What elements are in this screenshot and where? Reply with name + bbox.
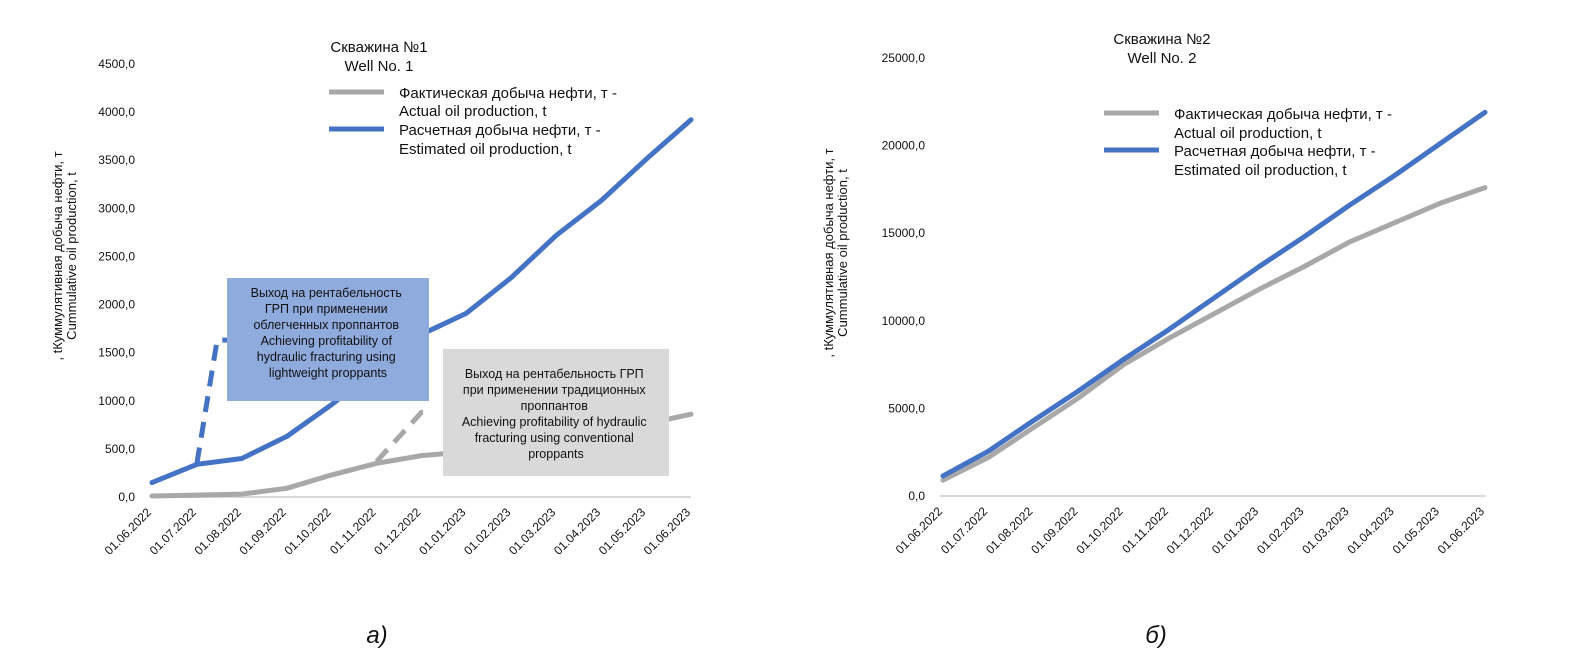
- x-tick-label: 01.02.2023: [1254, 504, 1307, 557]
- legend-estimated-a-line2: Estimated oil production, t: [399, 141, 572, 158]
- legend-actual-b-line2: Actual oil production, t: [1174, 125, 1322, 142]
- x-tick-label: 01.10.2022: [1073, 504, 1126, 557]
- x-tick-label: 01.11.2022: [327, 505, 379, 557]
- y-tick-label: 15000,0: [882, 226, 926, 240]
- y-axis-label-b: , tКуммулятивная добыча нефти, т Cummula…: [821, 148, 850, 357]
- series-line-estimated: [940, 109, 1488, 479]
- x-tick-label: 01.12.2022: [1164, 504, 1217, 557]
- y-tick-label: 1000,0: [98, 394, 135, 408]
- y-tick-label: 500,0: [105, 442, 135, 456]
- y-tick-label: 4000,0: [98, 105, 135, 119]
- dashed-marker-actual: [374, 409, 432, 464]
- dashed-marker-estimated: [194, 337, 228, 464]
- x-tick-label: 01.10.2022: [281, 505, 334, 558]
- y-ticks-b: 0,0 5000,0 10000,0 15000,0 20000,0 25000,0: [882, 51, 926, 503]
- annotation-conventional-box: [443, 349, 669, 476]
- chart-well-2: 0,0 5000,0 10000,0 15000,0 20000,0 25000,0 01…: [821, 31, 1488, 649]
- x-ticks-b: 01.06.202201.07.202201.08.202201.09.2022…: [893, 504, 1488, 557]
- x-ticks-a: 01.06.202201.07.202201.08.202201.09.2022…: [102, 505, 694, 558]
- x-tick-label: 01.06.2023: [641, 505, 694, 558]
- x-tick-label: 01.04.2023: [1344, 504, 1397, 557]
- x-tick-label: 01.07.2022: [147, 505, 200, 558]
- chart-title-a-ru: Скважина №1: [330, 39, 427, 56]
- svg-text:Cummulative oil production, t: Cummulative oil production, t: [835, 169, 850, 337]
- x-tick-label: 01.08.2022: [192, 505, 245, 558]
- y-tick-label: 2500,0: [98, 249, 135, 263]
- y-tick-label: 0,0: [908, 489, 925, 503]
- y-tick-label: 3500,0: [98, 153, 135, 167]
- x-tick-label: 01.03.2023: [506, 505, 559, 558]
- legend-estimated-b-line1: Расчетная добыча нефти, т -: [1174, 143, 1376, 160]
- series-line-actual: [940, 185, 1488, 483]
- y-axis-label-a: , tКуммулятивная добыча нефти, т Cummula…: [50, 151, 79, 360]
- x-tick-label: 01.09.2022: [237, 505, 290, 558]
- x-tick-label: 01.03.2023: [1299, 504, 1352, 557]
- x-tick-label: 01.05.2023: [1390, 504, 1443, 557]
- series-lines-b: [940, 109, 1488, 483]
- x-tick-label: 01.11.2022: [1119, 504, 1171, 556]
- x-tick-label: 01.12.2022: [371, 505, 424, 558]
- y-ticks-a: 0,0 500,0 1000,0 1500,0 2000,0 2500,0 3000,0 35…: [98, 57, 135, 504]
- legend-estimated-b-line2: Estimated oil production, t: [1174, 162, 1347, 179]
- x-tick-label: 01.06.2022: [102, 505, 155, 558]
- x-tick-label: 01.06.2023: [1435, 504, 1488, 557]
- y-tick-label: 3000,0: [98, 201, 135, 215]
- legend-estimated-a-line1: Расчетная добыча нефти, т -: [399, 122, 601, 139]
- y-tick-label: 2000,0: [98, 298, 135, 312]
- y-tick-label: 4500,0: [98, 57, 135, 71]
- legend-actual-a-line1: Фактическая добыча нефти, т -: [399, 85, 617, 102]
- x-tick-label: 01.08.2022: [983, 504, 1036, 557]
- annotation-lightweight-box: [227, 278, 429, 401]
- x-tick-label: 01.05.2023: [596, 505, 649, 558]
- y-tick-label: 25000,0: [882, 51, 926, 65]
- x-tick-label: 01.09.2022: [1028, 504, 1081, 557]
- y-tick-label: 10000,0: [882, 314, 926, 328]
- annotation-conventional-text: Выход на рентабельность ГРП при применен…: [462, 367, 650, 461]
- chart-title-b-en: Well No. 2: [1128, 50, 1197, 67]
- x-tick-label: 01.07.2022: [938, 504, 991, 557]
- x-tick-label: 01.01.2023: [416, 505, 469, 558]
- caption-a: а): [366, 622, 387, 649]
- y-tick-label: 20000,0: [882, 139, 926, 153]
- legend-actual-a-line2: Actual oil production, t: [399, 103, 547, 120]
- chart-title-b-ru: Скважина №2: [1113, 31, 1210, 48]
- x-tick-label: 01.02.2023: [461, 505, 514, 558]
- svg-text:, tКуммулятивная добыча нефти,: , tКуммулятивная добыча нефти, т: [50, 151, 65, 360]
- caption-b: б): [1145, 622, 1167, 649]
- svg-text:, tКуммулятивная добыча нефти,: , tКуммулятивная добыча нефти, т: [821, 148, 836, 357]
- x-tick-label: 01.06.2022: [893, 504, 946, 557]
- chart-well-1: 0,0 500,0 1000,0 1500,0 2000,0 2500,0 3000,0 35…: [50, 39, 694, 649]
- svg-text:Cummulative oil production, t: Cummulative oil production, t: [64, 172, 79, 340]
- x-tick-label: 01.01.2023: [1209, 504, 1262, 557]
- legend-actual-b-line1: Фактическая добыча нефти, т -: [1174, 106, 1392, 123]
- y-tick-label: 0,0: [118, 490, 135, 504]
- chart-title-a-en: Well No. 1: [345, 58, 414, 75]
- y-tick-label: 5000,0: [888, 401, 925, 415]
- annotation-lightweight-text: Выход на рентабельность ГРП при применен…: [251, 286, 406, 380]
- x-tick-label: 01.04.2023: [551, 505, 604, 558]
- y-tick-label: 1500,0: [98, 346, 135, 360]
